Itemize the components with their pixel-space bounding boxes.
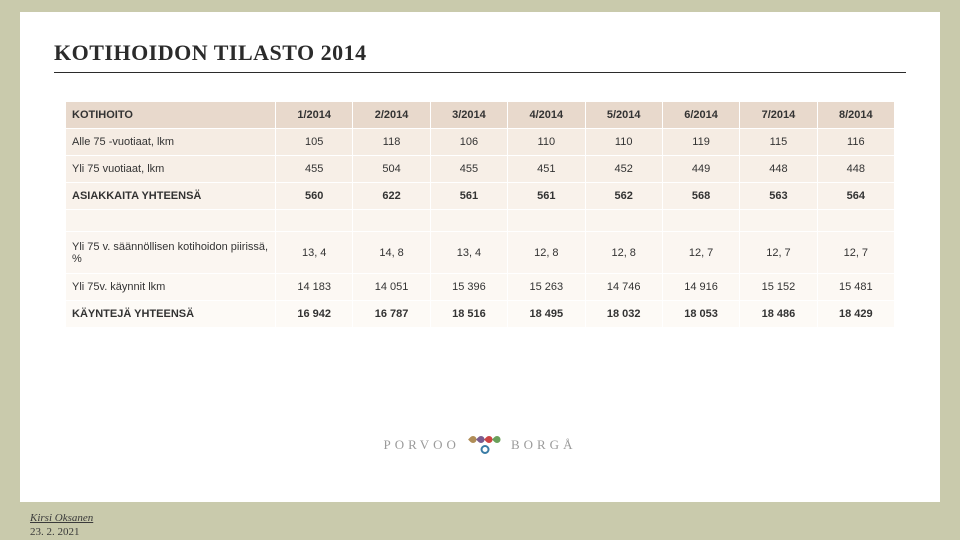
spacer-cell	[817, 210, 894, 232]
cell: 16 787	[353, 301, 430, 328]
cell: 105	[276, 129, 353, 156]
cell: 15 152	[740, 274, 817, 301]
cell: 568	[662, 183, 739, 210]
cell: 12, 7	[662, 232, 739, 274]
cell: 562	[585, 183, 662, 210]
cell: 12, 7	[740, 232, 817, 274]
cell: 15 481	[817, 274, 894, 301]
table-row: Alle 75 -vuotiaat, lkm105118106110110119…	[66, 129, 895, 156]
cell: 561	[430, 183, 507, 210]
cell: 448	[740, 156, 817, 183]
cell: 563	[740, 183, 817, 210]
cell: 15 396	[430, 274, 507, 301]
col-header: 8/2014	[817, 102, 894, 129]
logo: PORVOO BORGÅ	[384, 436, 577, 454]
col-header: 7/2014	[740, 102, 817, 129]
cell: 448	[817, 156, 894, 183]
row-label: Yli 75 vuotiaat, lkm	[66, 156, 276, 183]
cell: 106	[430, 129, 507, 156]
cell: 564	[817, 183, 894, 210]
table-row: ASIAKKAITA YHTEENSÄ560622561561562568563…	[66, 183, 895, 210]
col-header: 4/2014	[508, 102, 585, 129]
spacer-cell	[662, 210, 739, 232]
row-label: KÄYNTEJÄ YHTEENSÄ	[66, 301, 276, 328]
cell: 622	[353, 183, 430, 210]
cell: 560	[276, 183, 353, 210]
cell: 455	[430, 156, 507, 183]
slide: KOTIHOIDON TILASTO 2014 KOTIHOITO 1/2014…	[20, 12, 940, 502]
col-header: 2/2014	[353, 102, 430, 129]
cell: 455	[276, 156, 353, 183]
cell: 15 263	[508, 274, 585, 301]
cell: 14 183	[276, 274, 353, 301]
data-table: KOTIHOITO 1/2014 2/2014 3/2014 4/2014 5/…	[65, 101, 895, 328]
cell: 18 516	[430, 301, 507, 328]
table-row	[66, 210, 895, 232]
cell: 12, 8	[585, 232, 662, 274]
table-row: KÄYNTEJÄ YHTEENSÄ16 94216 78718 51618 49…	[66, 301, 895, 328]
table-body: Alle 75 -vuotiaat, lkm105118106110110119…	[66, 129, 895, 328]
col-header: 1/2014	[276, 102, 353, 129]
cell: 452	[585, 156, 662, 183]
cell: 118	[353, 129, 430, 156]
cell: 14 746	[585, 274, 662, 301]
col-header: 3/2014	[430, 102, 507, 129]
cell: 115	[740, 129, 817, 156]
cell: 18 486	[740, 301, 817, 328]
row-label: ASIAKKAITA YHTEENSÄ	[66, 183, 276, 210]
cell: 504	[353, 156, 430, 183]
spacer-cell	[585, 210, 662, 232]
cell: 14 051	[353, 274, 430, 301]
spacer-cell	[276, 210, 353, 232]
footer-author: Kirsi Oksanen	[30, 512, 93, 524]
table-row: Yli 75v. käynnit lkm14 18314 05115 39615…	[66, 274, 895, 301]
table-row: Yli 75 vuotiaat, lkm45550445545145244944…	[66, 156, 895, 183]
cell: 14, 8	[353, 232, 430, 274]
spacer-cell	[430, 210, 507, 232]
cell: 18 053	[662, 301, 739, 328]
cell: 13, 4	[276, 232, 353, 274]
table-wrap: KOTIHOITO 1/2014 2/2014 3/2014 4/2014 5/…	[65, 101, 895, 328]
cell: 110	[508, 129, 585, 156]
cell: 451	[508, 156, 585, 183]
row-label: Alle 75 -vuotiaat, lkm	[66, 129, 276, 156]
row-label: Yli 75 v. säännöllisen kotihoidon piiris…	[66, 232, 276, 274]
cell: 14 916	[662, 274, 739, 301]
col-header: 5/2014	[585, 102, 662, 129]
table-row: Yli 75 v. säännöllisen kotihoidon piiris…	[66, 232, 895, 274]
spacer-cell	[353, 210, 430, 232]
spacer-cell	[66, 210, 276, 232]
col-header: 6/2014	[662, 102, 739, 129]
cell: 116	[817, 129, 894, 156]
cell: 16 942	[276, 301, 353, 328]
cell: 561	[508, 183, 585, 210]
footer: Kirsi Oksanen 23. 2. 2021	[30, 512, 93, 538]
cell: 12, 8	[508, 232, 585, 274]
table-header-row: KOTIHOITO 1/2014 2/2014 3/2014 4/2014 5/…	[66, 102, 895, 129]
header-label: KOTIHOITO	[66, 102, 276, 129]
cell: 18 429	[817, 301, 894, 328]
cell: 449	[662, 156, 739, 183]
logo-right-text: BORGÅ	[511, 437, 577, 453]
cell: 18 032	[585, 301, 662, 328]
cell: 110	[585, 129, 662, 156]
row-label: Yli 75v. käynnit lkm	[66, 274, 276, 301]
footer-date: 23. 2. 2021	[30, 526, 93, 538]
spacer-cell	[508, 210, 585, 232]
cell: 18 495	[508, 301, 585, 328]
cell: 12, 7	[817, 232, 894, 274]
cell: 13, 4	[430, 232, 507, 274]
logo-left-text: PORVOO	[384, 437, 460, 453]
spacer-cell	[740, 210, 817, 232]
page-title: KOTIHOIDON TILASTO 2014	[54, 40, 906, 73]
logo-mark-icon	[470, 436, 501, 454]
cell: 119	[662, 129, 739, 156]
